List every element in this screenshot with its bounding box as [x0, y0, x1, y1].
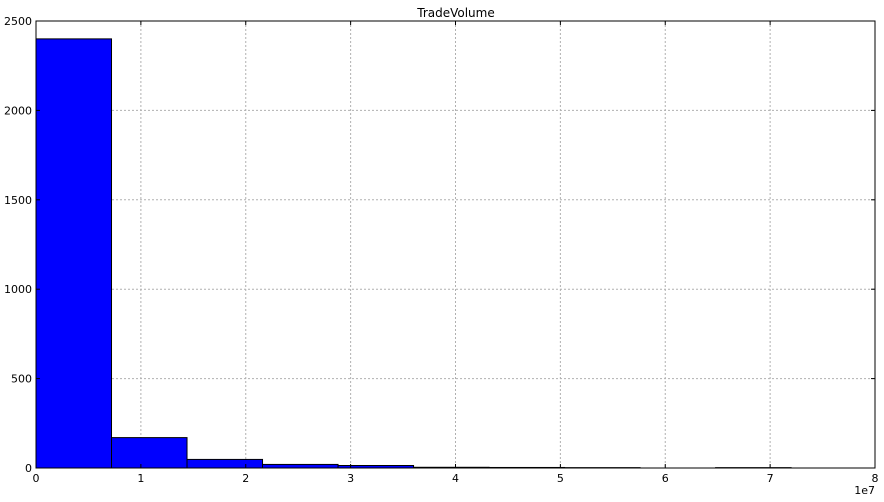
- x-tick-label: 1: [137, 472, 144, 485]
- y-tick-label: 1500: [4, 194, 32, 207]
- plot-frame: [35, 20, 876, 469]
- histogram-bar: [35, 38, 113, 469]
- x-tick-label: 3: [347, 472, 354, 485]
- x-tick-label: 7: [767, 472, 774, 485]
- bars: [35, 38, 792, 469]
- chart-title: TradeVolume: [416, 6, 494, 20]
- y-tick-label: 2500: [4, 15, 32, 28]
- x-tick-label: 4: [452, 472, 459, 485]
- histogram-bar: [111, 437, 188, 469]
- grid: [35, 20, 876, 469]
- histogram-bar: [186, 458, 264, 469]
- x-tick-label: 5: [557, 472, 564, 485]
- x-offset-label: 1e7: [854, 484, 875, 497]
- x-axis: 0 1 2 3 4 5 6 7 8: [33, 21, 879, 485]
- y-axis: 0 500 1000 1500 2000 2500: [4, 15, 875, 475]
- histogram-bar: [262, 463, 339, 469]
- y-tick-label: 500: [11, 373, 32, 386]
- x-tick-label: 8: [872, 472, 879, 485]
- x-tick-label: 0: [33, 472, 40, 485]
- x-tick-label: 6: [662, 472, 669, 485]
- y-tick-label: 2000: [4, 104, 32, 117]
- y-tick-label: 0: [25, 462, 32, 475]
- x-tick-label: 2: [242, 472, 249, 485]
- y-tick-label: 1000: [4, 283, 32, 296]
